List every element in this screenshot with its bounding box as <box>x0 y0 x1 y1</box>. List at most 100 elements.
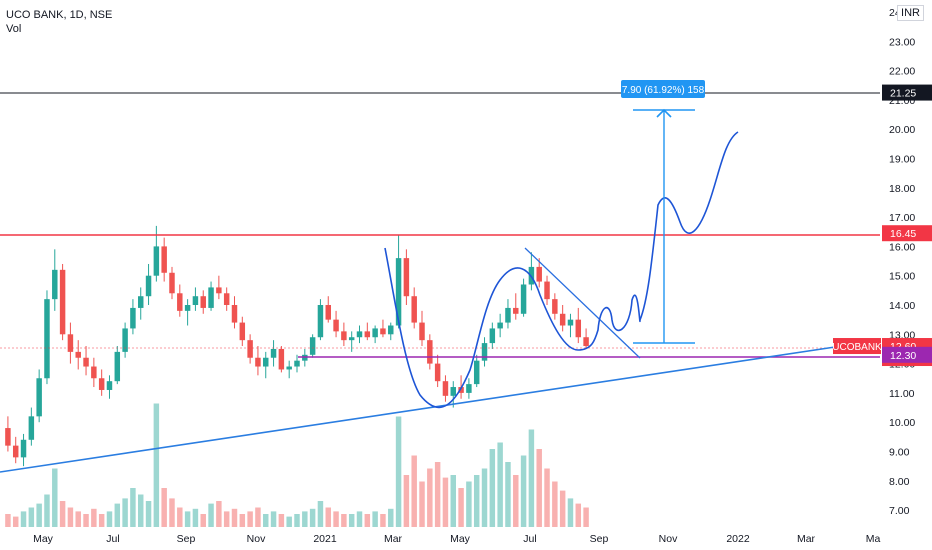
candle-body <box>411 296 417 323</box>
candle-body <box>91 366 97 379</box>
candle-body <box>5 428 11 446</box>
candle-body <box>36 378 42 417</box>
candle-body <box>473 360 480 385</box>
candle-body <box>309 337 316 355</box>
candle-body <box>223 293 230 305</box>
volume-bar <box>20 511 27 527</box>
candle-body <box>106 381 113 390</box>
volume-bar <box>106 511 113 527</box>
price-label: 21.25 <box>890 88 916 100</box>
x-tick-label: May <box>450 533 471 545</box>
volume-bar <box>5 514 11 527</box>
candle-body <box>395 258 402 326</box>
y-tick-label: 18.00 <box>889 183 915 195</box>
y-tick-label: 19.00 <box>889 154 915 166</box>
candle-body <box>364 331 371 338</box>
volume-bar <box>317 501 324 527</box>
volume-bar <box>247 511 253 527</box>
candle-body <box>333 319 339 332</box>
x-tick-label: 2022 <box>726 533 750 545</box>
measure-label: 7.90 (61.92%) 158 <box>622 85 705 96</box>
candle-body <box>114 351 121 382</box>
volume-bar <box>489 449 496 527</box>
candle-body <box>544 281 550 300</box>
drawings-layer: 7.90 (61.92%) 158 <box>0 80 880 473</box>
symbol-tag-label: UCOBANK <box>832 342 882 353</box>
volume-bar <box>223 511 230 527</box>
candle-body <box>255 357 261 367</box>
candle-body <box>153 246 160 276</box>
volume-bar <box>427 468 433 527</box>
candle-body <box>192 296 199 305</box>
volume-bar <box>544 468 550 527</box>
y-tick-label: 22.00 <box>889 66 915 78</box>
price-label-box <box>882 346 932 363</box>
volume-bar <box>192 508 199 527</box>
price-label: 12.30 <box>890 350 916 362</box>
volume-bar <box>130 488 136 527</box>
x-tick-label: May <box>33 533 54 545</box>
candle-body <box>20 439 27 458</box>
candle-body <box>434 363 441 382</box>
candle-body <box>59 269 66 335</box>
currency-button[interactable]: INR <box>897 5 924 21</box>
candle-body <box>341 331 347 341</box>
volume-bar <box>184 511 191 527</box>
candle-body <box>294 360 300 367</box>
volume-bar <box>216 501 222 527</box>
volume-bar <box>325 507 331 527</box>
volume-bar <box>513 475 519 527</box>
volume-layer <box>5 403 589 527</box>
volume-bar <box>309 508 316 527</box>
candle-body <box>505 307 511 323</box>
candle-body <box>458 387 464 393</box>
volume-bar <box>286 516 292 527</box>
volume-bar <box>341 514 347 527</box>
candle-body <box>161 246 167 273</box>
candle-body <box>575 319 582 338</box>
volume-bar <box>380 514 386 527</box>
candle-body <box>177 293 183 311</box>
candle-body <box>231 305 238 323</box>
x-tick-label: Mar <box>797 533 816 545</box>
chart-legend: UCO BANK, 1D, NSE Vol <box>6 8 112 36</box>
volume-bar <box>497 442 503 527</box>
legend-title: UCO BANK, 1D, NSE <box>6 9 113 21</box>
volume-bar <box>239 514 246 527</box>
legend-vol: Vol <box>6 23 22 35</box>
volume-bar <box>231 508 238 527</box>
y-tick-label: 14.00 <box>889 300 915 312</box>
x-tick-label: Jul <box>106 533 119 545</box>
candle-body <box>325 305 331 320</box>
price-label: 16.45 <box>890 228 916 240</box>
volume-bar <box>419 481 425 527</box>
x-tick-label: Sep <box>177 533 196 545</box>
volume-bar <box>411 455 417 527</box>
price-axis: 24.0023.0022.0021.0020.0019.0018.0017.00… <box>889 7 915 517</box>
candle-body <box>247 340 253 358</box>
time-axis: May Jul Sep Nov 2021 Mar May Jul Sep Nov 2022 Mar Ma <box>33 533 880 545</box>
candle-body <box>286 366 292 370</box>
volume-bar <box>75 511 81 527</box>
candle-body <box>513 307 519 314</box>
candle-body <box>122 328 128 352</box>
candle-body <box>75 351 81 358</box>
candle-body <box>278 348 285 370</box>
candle-body <box>270 348 277 358</box>
x-tick-label: Mar <box>384 533 403 545</box>
y-tick-label: 16.00 <box>889 241 915 253</box>
candle-body <box>130 307 136 329</box>
candle-body <box>317 305 324 338</box>
volume-bar <box>200 514 206 527</box>
volume-bar <box>169 498 175 527</box>
candle-body <box>348 337 355 341</box>
x-tick-label: Ma <box>866 533 881 545</box>
volume-bar <box>473 475 480 527</box>
volume-bar <box>333 511 339 527</box>
volume-bar <box>294 514 300 527</box>
volume-bar <box>263 514 269 527</box>
volume-bar <box>364 514 371 527</box>
x-tick-label: Nov <box>659 533 678 545</box>
